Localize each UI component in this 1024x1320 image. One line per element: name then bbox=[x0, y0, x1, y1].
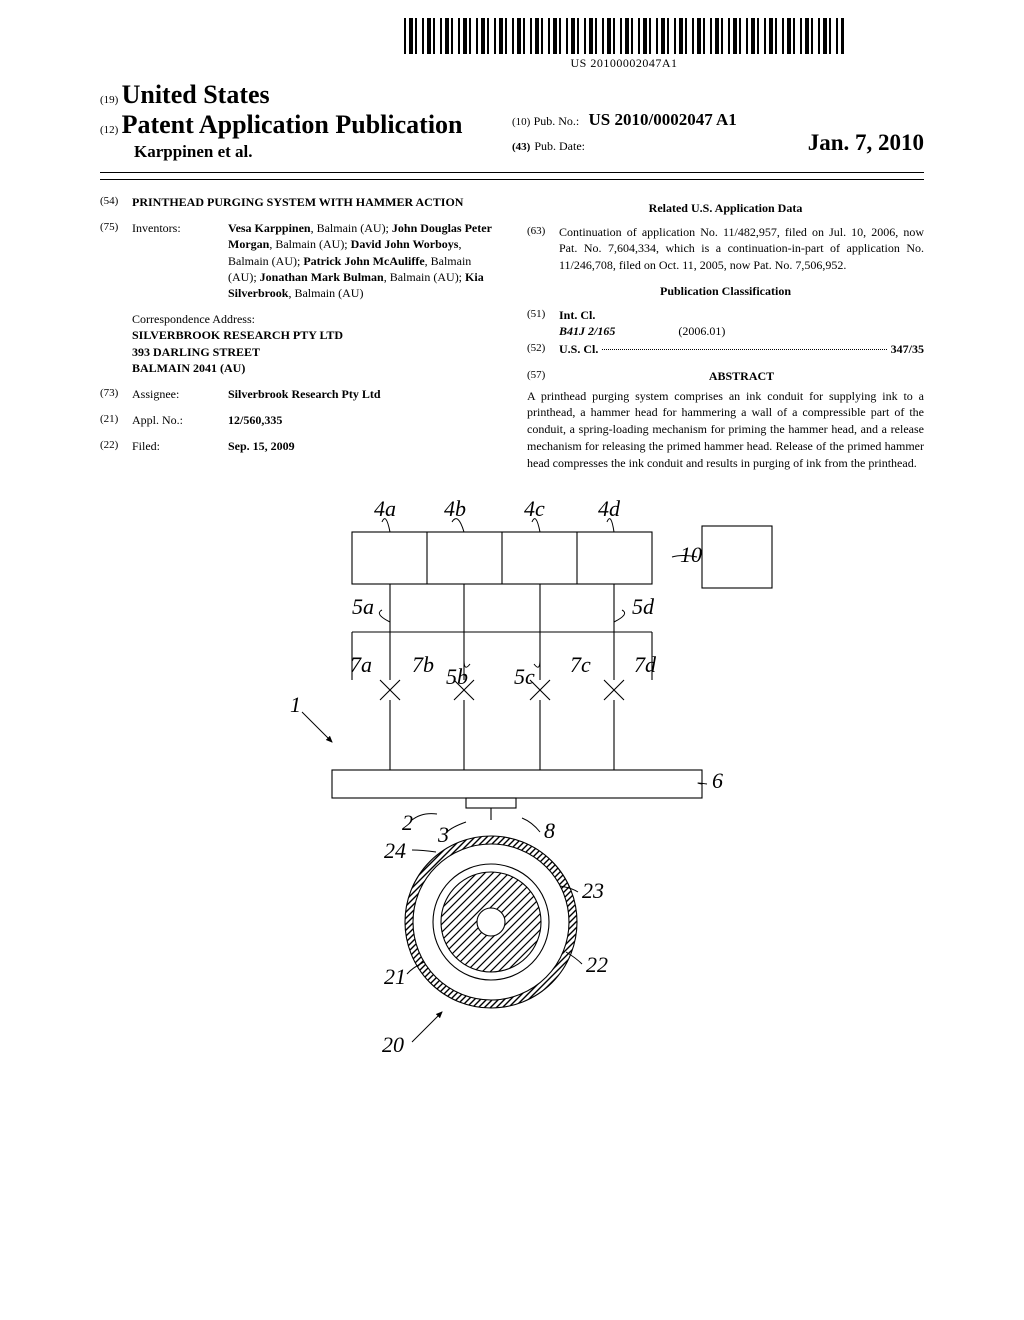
fig-label-8: 8 bbox=[544, 818, 555, 843]
fig-label-10: 10 bbox=[680, 542, 702, 567]
fig-label-20: 20 bbox=[382, 1032, 404, 1057]
bibliographic-data: (54) PRINTHEAD PURGING SYSTEM WITH HAMME… bbox=[100, 194, 924, 472]
abstract-text: A printhead purging system comprises an … bbox=[527, 388, 924, 472]
figure: 4a 4b 4c 4d 10 5a 5d 5b 5c 7a 7b 7c 7d 6… bbox=[100, 492, 924, 1092]
related-heading: Related U.S. Application Data bbox=[527, 200, 924, 216]
correspondence-label: Correspondence Address: bbox=[132, 311, 497, 327]
pubclass-heading: Publication Classification bbox=[527, 283, 924, 299]
fig-label-4d: 4d bbox=[598, 496, 621, 521]
code-52: (52) bbox=[527, 341, 559, 357]
pub-no: US 2010/0002047 A1 bbox=[589, 110, 737, 129]
fig-label-1: 1 bbox=[290, 692, 301, 717]
filed-date: Sep. 15, 2009 bbox=[228, 438, 497, 454]
pub-no-label: Pub. No.: bbox=[534, 114, 580, 128]
fig-label-7d: 7d bbox=[634, 652, 657, 677]
code-21: (21) bbox=[100, 412, 132, 428]
fig-label-7a: 7a bbox=[350, 652, 372, 677]
fig-label-4b: 4b bbox=[444, 496, 466, 521]
filed-label: Filed: bbox=[132, 438, 228, 454]
barcode bbox=[404, 18, 844, 54]
fig-label-24: 24 bbox=[384, 838, 406, 863]
fig-label-5b: 5b bbox=[446, 664, 468, 689]
related-text: Continuation of application No. 11/482,9… bbox=[559, 224, 924, 273]
right-column: Related U.S. Application Data (63) Conti… bbox=[527, 194, 924, 472]
barcode-number: US 20100002047A1 bbox=[404, 56, 844, 71]
fig-label-22: 22 bbox=[586, 952, 608, 977]
abstract-label: ABSTRACT bbox=[559, 368, 924, 384]
inventors: Vesa Karppinen, Balmain (AU); John Dougl… bbox=[228, 220, 497, 301]
code-73: (73) bbox=[100, 386, 132, 402]
uscl-label: U.S. Cl. bbox=[559, 341, 598, 357]
author-line: Karppinen et al. bbox=[134, 142, 512, 162]
fig-label-6: 6 bbox=[712, 768, 723, 793]
fig-label-5d: 5d bbox=[632, 594, 655, 619]
publication-kind: Patent Application Publication bbox=[122, 110, 463, 139]
fig-label-5a: 5a bbox=[352, 594, 374, 619]
pub-date: Jan. 7, 2010 bbox=[808, 130, 924, 156]
fig-label-3: 3 bbox=[437, 822, 449, 847]
fig-label-2: 2 bbox=[402, 810, 413, 835]
uscl-value: 347/35 bbox=[891, 341, 924, 357]
correspondence-line-3: BALMAIN 2041 (AU) bbox=[132, 360, 497, 376]
country: United States bbox=[122, 80, 270, 109]
appl-no: 12/560,335 bbox=[228, 412, 497, 428]
assignee: Silverbrook Research Pty Ltd bbox=[228, 386, 497, 402]
code-63: (63) bbox=[527, 224, 559, 273]
fig-label-21: 21 bbox=[384, 964, 406, 989]
code-54: (54) bbox=[100, 194, 132, 210]
correspondence-line-2: 393 DARLING STREET bbox=[132, 344, 497, 360]
header: (19) United States (12) Patent Applicati… bbox=[100, 80, 924, 162]
dot-leader bbox=[602, 349, 886, 350]
fig-label-7c: 7c bbox=[570, 652, 591, 677]
figure-svg: 4a 4b 4c 4d 10 5a 5d 5b 5c 7a 7b 7c 7d 6… bbox=[202, 492, 822, 1092]
fig-label-7b: 7b bbox=[412, 652, 434, 677]
left-column: (54) PRINTHEAD PURGING SYSTEM WITH HAMME… bbox=[100, 194, 497, 472]
code-43: (43) bbox=[512, 141, 530, 153]
barcode-block: US 20100002047A1 bbox=[404, 18, 844, 71]
code-57: (57) bbox=[527, 368, 559, 384]
pub-date-label: Pub. Date: bbox=[534, 139, 585, 154]
code-10: (10) bbox=[512, 116, 530, 128]
fig-label-23: 23 bbox=[582, 878, 604, 903]
code-51: (51) bbox=[527, 307, 559, 339]
intcl-date: (2006.01) bbox=[678, 324, 725, 338]
fig-label-4c: 4c bbox=[524, 496, 545, 521]
code-12: (12) bbox=[100, 124, 118, 136]
intcl-code: B41J 2/165 bbox=[559, 324, 615, 338]
invention-title: PRINTHEAD PURGING SYSTEM WITH HAMMER ACT… bbox=[132, 194, 497, 210]
correspondence-line-1: SILVERBROOK RESEARCH PTY LTD bbox=[132, 327, 497, 343]
intcl-label: Int. Cl. bbox=[559, 308, 595, 322]
code-19: (19) bbox=[100, 94, 118, 106]
fig-label-5c: 5c bbox=[514, 664, 535, 689]
assignee-label: Assignee: bbox=[132, 386, 228, 402]
fig-label-4a: 4a bbox=[374, 496, 396, 521]
appl-no-label: Appl. No.: bbox=[132, 412, 228, 428]
code-75: (75) bbox=[100, 220, 132, 301]
inventors-label: Inventors: bbox=[132, 220, 228, 301]
code-22: (22) bbox=[100, 438, 132, 454]
